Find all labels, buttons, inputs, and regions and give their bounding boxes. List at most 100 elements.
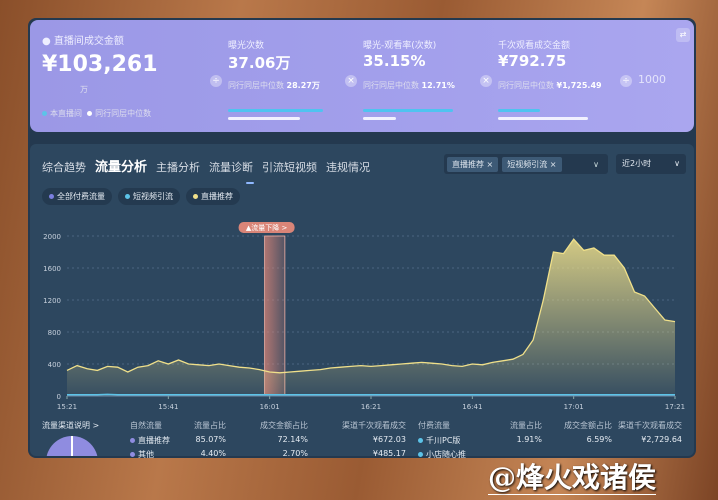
self-dot <box>42 111 47 116</box>
column-header: 渠道千次观看成交 <box>342 421 406 430</box>
multiply-operator: × <box>345 75 357 87</box>
metric-peer: 同行同层中位数 28.27万 <box>228 80 320 91</box>
legend-toggle[interactable]: 全部付费流量 <box>42 188 112 205</box>
swap-icon[interactable]: ⇄ <box>676 28 690 42</box>
x-tick-label: 16:21 <box>361 403 381 411</box>
y-tick-label: 800 <box>48 329 61 337</box>
traffic-panel: 综合趋势 流量分析 主播分析 流量诊断 引流短视频 违规情况 直播推荐 × 短视频引流 ×… <box>30 144 694 458</box>
table-row-channel[interactable]: 小店随心推 <box>418 449 466 458</box>
peer-value: 12.71% <box>421 81 455 90</box>
legend-self: 本直播间 <box>50 109 82 118</box>
channel-dot <box>418 438 423 443</box>
column-header: 成交金额占比 <box>260 421 308 430</box>
table-cell: 2.70% <box>282 449 308 458</box>
metric-value: 35.15% <box>363 52 426 70</box>
legend-toggle[interactable]: 短视频引流 <box>118 188 180 205</box>
series-area <box>67 239 675 396</box>
channel-dot <box>130 438 135 443</box>
column-header: 付费流量 <box>418 421 450 430</box>
tab-bar: 综合趋势 流量分析 主播分析 流量诊断 引流短视频 违规情况 <box>42 156 370 175</box>
peer-value: 28.27万 <box>286 81 320 90</box>
metric-peer: 同行同层中位数 ¥1,725.49 <box>498 80 602 91</box>
peer-bar <box>498 117 588 120</box>
channel-dot <box>418 452 423 457</box>
x-tick-label: 16:41 <box>462 403 482 411</box>
table-cell: ¥2,729.64 <box>641 435 682 444</box>
table-cell: 85.07% <box>195 435 226 444</box>
time-range-select[interactable]: 近2小时 ∨ <box>616 154 686 174</box>
table-cell: 72.14% <box>277 435 308 444</box>
peer-bar <box>363 117 396 120</box>
screen: ● 直播间成交金额 ¥103,261 万 本直播间 同行同层中位数 ÷ × × … <box>28 18 696 458</box>
self-bar <box>228 109 323 112</box>
self-bar <box>498 109 540 112</box>
tab-3[interactable]: 流量诊断 <box>209 161 254 174</box>
peer-value: ¥1,725.49 <box>556 81 602 90</box>
legend-dot <box>49 194 54 199</box>
metric-value: 37.06万 <box>228 54 291 72</box>
legend-toggle[interactable]: 直播推荐 <box>186 188 240 205</box>
divisor: 1000 <box>638 73 666 86</box>
y-tick-label: 1600 <box>43 265 61 273</box>
y-tick-label: 0 <box>57 393 61 401</box>
channel-donut <box>45 434 99 456</box>
summary-title-text: 直播间成交金额 <box>53 36 124 47</box>
chevron-down-icon[interactable]: ∨ <box>593 159 599 169</box>
legend-label: 短视频引流 <box>133 192 173 201</box>
summary-title: ● 直播间成交金额 <box>42 36 124 47</box>
table-cell: 1.91% <box>516 435 542 444</box>
gmv-unit: 万 <box>80 85 88 94</box>
divide-operator: ÷ <box>210 75 222 87</box>
channel-name: 千川PC版 <box>426 436 461 445</box>
time-range-value: 近2小时 <box>622 159 652 168</box>
self-bar <box>363 109 453 112</box>
x-tick-label: 17:21 <box>665 403 685 411</box>
table-cell: ¥485.17 <box>372 449 406 458</box>
table-row-channel[interactable]: 千川PC版 <box>418 435 460 446</box>
chevron-down-icon: ∨ <box>674 159 680 168</box>
channel-name: 其他 <box>138 450 154 458</box>
peer-bar <box>228 117 300 120</box>
anomaly-label[interactable]: ▲流量下降 > <box>246 223 288 232</box>
metric-label: 千次观看成交金额 <box>498 41 571 51</box>
table-row-channel[interactable]: 直播推荐 <box>130 435 170 446</box>
metric-label: 曝光次数 <box>228 41 265 51</box>
filter-chip-live[interactable]: 直播推荐 × <box>447 156 499 172</box>
peer-dot <box>87 111 93 116</box>
peer-label: 同行同层中位数 <box>498 81 554 90</box>
tab-4[interactable]: 引流短视频 <box>262 161 318 174</box>
column-header: 流量占比 <box>510 421 542 430</box>
y-tick-label: 1200 <box>43 297 61 305</box>
traffic-chart: 0 400 800 1200 1600 2000 15:21 15:41 16:01 16:21 1… <box>43 222 685 411</box>
multiply-operator: × <box>480 75 492 87</box>
legend-dot <box>125 194 130 199</box>
filter-chip-video[interactable]: 短视频引流 × <box>502 156 562 172</box>
peer-label: 同行同层中位数 <box>363 81 419 90</box>
x-tick-label: 17:01 <box>564 403 584 411</box>
y-tick-label: 2000 <box>43 233 61 241</box>
summary-card: ● 直播间成交金额 ¥103,261 万 本直播间 同行同层中位数 ÷ × × … <box>30 20 694 132</box>
column-header: 成交金额占比 <box>564 421 612 430</box>
channel-filter[interactable]: 直播推荐 × 短视频引流 × ∨ <box>444 154 608 174</box>
gmv-value: ¥103,261 <box>42 52 158 77</box>
table-cell: 4.40% <box>200 449 226 458</box>
channel-name: 直播推荐 <box>138 436 170 445</box>
legend-label: 直播推荐 <box>201 192 233 201</box>
tab-underline <box>246 182 254 184</box>
x-tick-label: 15:21 <box>57 403 77 411</box>
legend-dot <box>193 194 198 199</box>
x-tick-label: 16:01 <box>260 403 280 411</box>
tab-1[interactable]: 流量分析 <box>95 160 148 175</box>
legend-peer: 同行同层中位数 <box>95 109 152 118</box>
channel-explain-link[interactable]: 流量渠道说明 > <box>42 421 100 430</box>
table-cell: ¥672.03 <box>372 435 406 444</box>
tab-2[interactable]: 主播分析 <box>156 161 201 174</box>
legend-label: 全部付费流量 <box>57 192 105 201</box>
tab-0[interactable]: 综合趋势 <box>42 161 86 174</box>
channel-dot <box>130 452 135 457</box>
anomaly-badge <box>238 222 295 233</box>
column-header: 渠道千次观看成交 <box>618 421 682 430</box>
column-header: 流量占比 <box>194 421 226 430</box>
tab-5[interactable]: 违规情况 <box>326 161 371 174</box>
table-row-channel[interactable]: 其他 <box>130 449 154 458</box>
